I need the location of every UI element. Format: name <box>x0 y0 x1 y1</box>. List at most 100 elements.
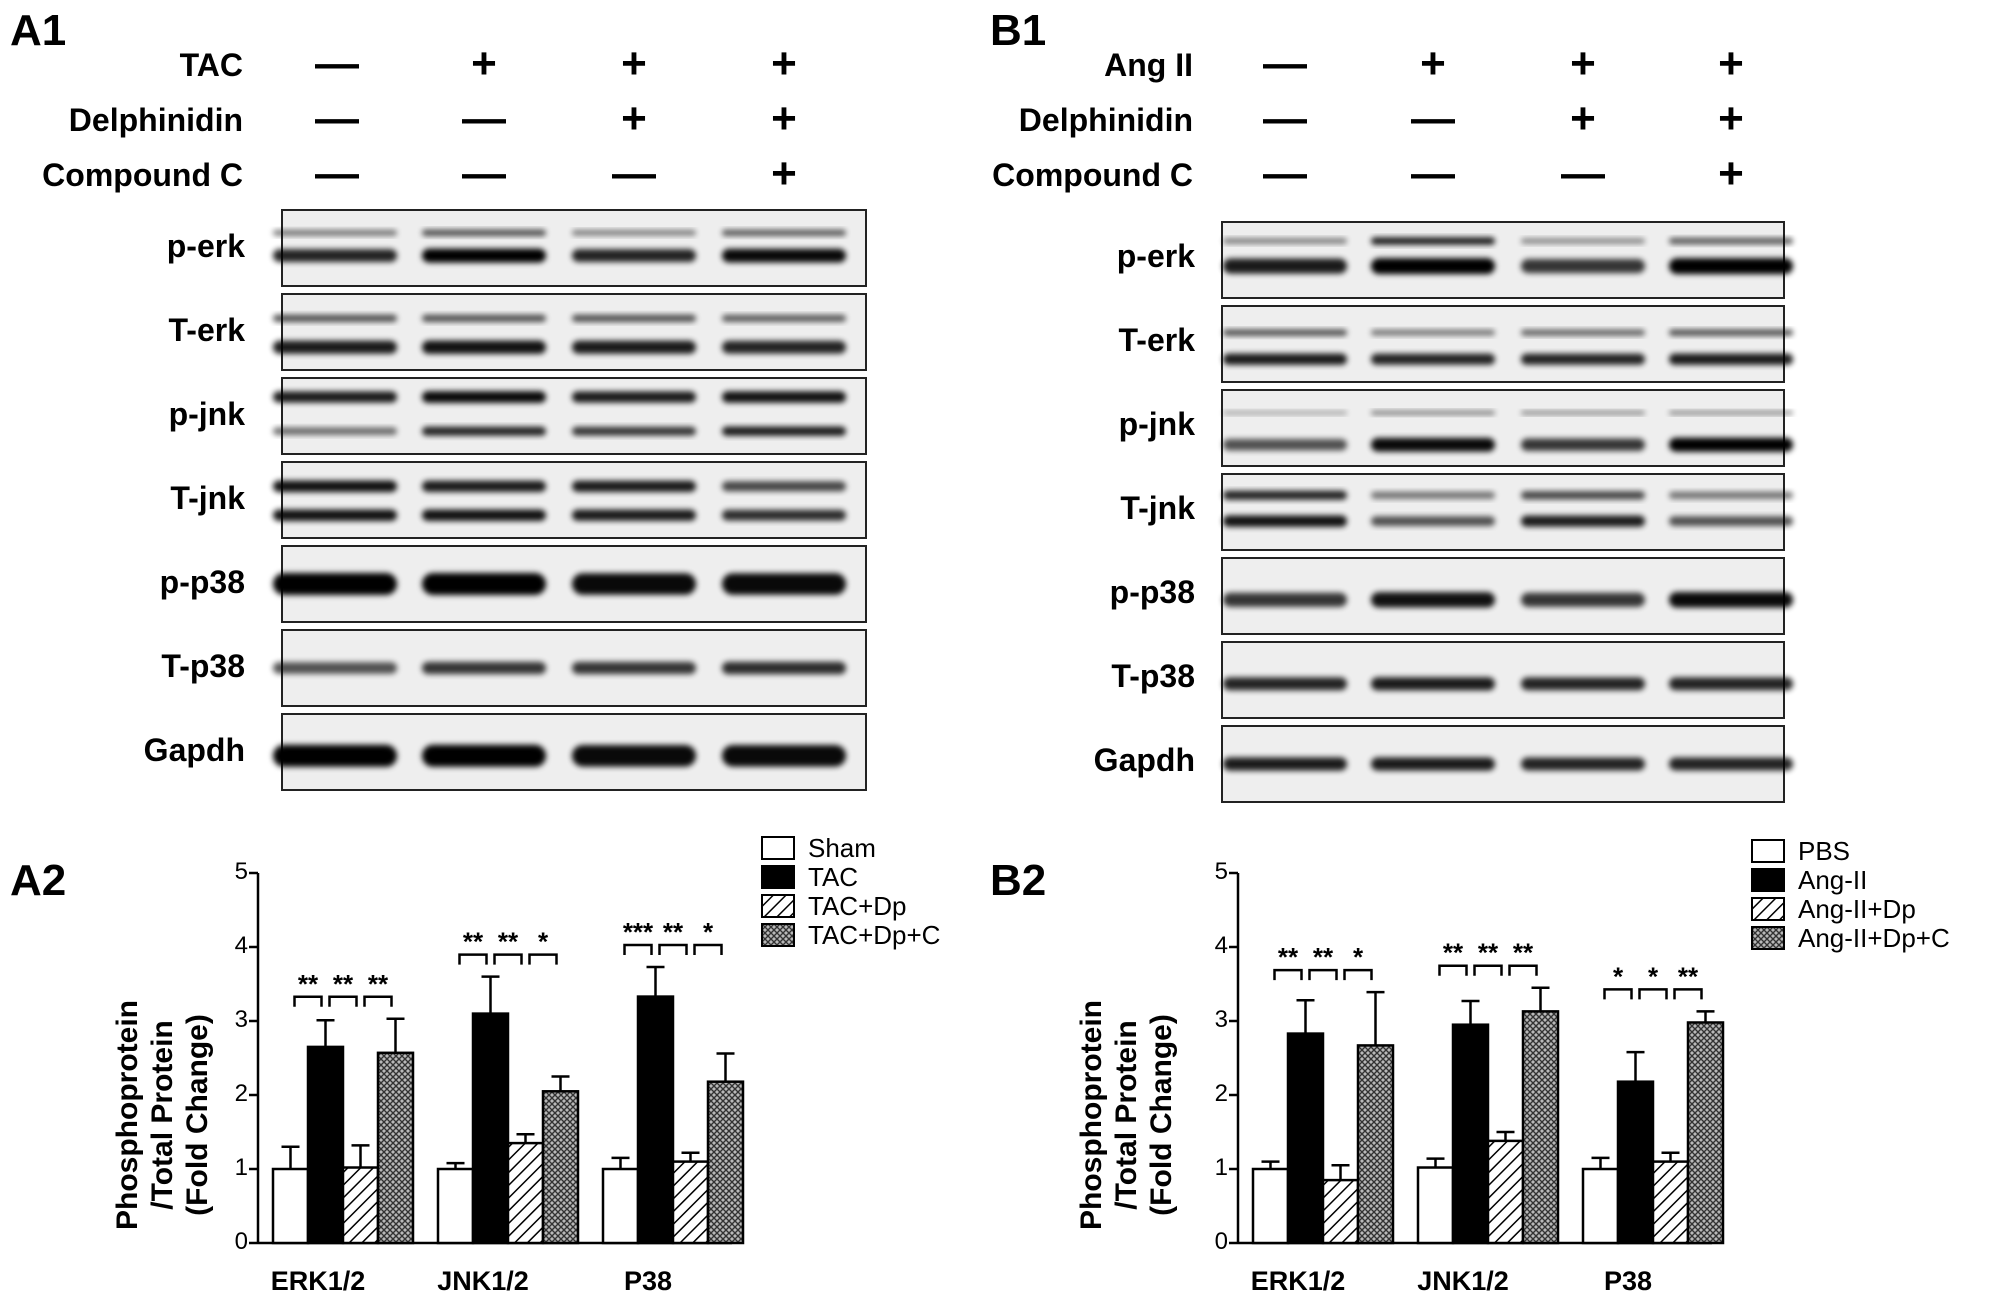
chart-b2-legend-label: Ang-II+Dp+C <box>1798 923 1950 953</box>
chart-a2-category-label: ERK1/2 <box>271 1266 366 1296</box>
blot-a-sign: — <box>462 94 506 143</box>
blot-b-band <box>1371 437 1495 452</box>
blot-b-band-label: Gapdh <box>1094 742 1195 778</box>
blot-a-band <box>273 427 397 435</box>
blot-a-band-label: T-erk <box>169 312 246 348</box>
chart-a2-category-label: JNK1/2 <box>437 1266 529 1296</box>
blot-b-band <box>1521 677 1645 691</box>
blot-a-band-label: p-erk <box>167 228 245 264</box>
chart-a2-legend: Sham TAC TAC+Dp TAC+Dp+C <box>761 833 940 950</box>
chart-b2-sig-bracket <box>1473 964 1503 976</box>
chart-b2-category-labels: ERK1/2 JNK1/2 P38 <box>1251 1266 1652 1296</box>
blot-a-sign: + <box>471 39 497 88</box>
blot-b-strip-frame <box>1221 305 1785 383</box>
chart-b2-bar <box>1486 1139 1525 1245</box>
blot-a-strip <box>273 209 867 287</box>
chart-a2-legend-swatch <box>761 865 795 889</box>
blot-a-band <box>572 573 696 595</box>
blot-b-band <box>1371 329 1495 336</box>
blot-b-band <box>1669 677 1793 691</box>
blot-a-band <box>572 745 696 767</box>
blot-a-band <box>572 426 696 436</box>
chart-a2-bar <box>271 1167 310 1245</box>
chart-a2-ylabel-line: (Fold Change) <box>181 1014 214 1216</box>
blot-a-band <box>572 391 696 403</box>
blot-b-sign: — <box>1263 94 1307 143</box>
chart-a2-sig-bracket <box>458 953 488 965</box>
chart-a2-sig-bracket <box>493 953 523 965</box>
blot-b-band <box>1371 491 1495 499</box>
chart-a2-sig-bracket <box>328 995 358 1007</box>
chart-b2-sig-bracket <box>1673 988 1703 1000</box>
blot-b-sign: + <box>1570 39 1596 88</box>
blot-b-band <box>1669 237 1793 245</box>
blot-b-band <box>1371 410 1495 415</box>
blot-b-strip-frame <box>1221 473 1785 551</box>
blot-a-band <box>572 249 696 263</box>
blot-b-image <box>1221 221 1793 803</box>
chart-b2-ytick-label: 4 <box>1215 932 1228 959</box>
chart-b2-ytick-label: 1 <box>1215 1154 1228 1181</box>
chart-b2-legend: PBS Ang-II Ang-II+Dp Ang-II+Dp+C <box>1751 836 1950 953</box>
blot-a-band <box>722 481 846 492</box>
blot-a-sign: — <box>612 149 656 198</box>
blot-b-band <box>1521 353 1645 365</box>
chart-b2-sig-bracket <box>1308 968 1338 981</box>
chart-b2-ylabel: Phosphoprotein /Total Protein (Fold Chan… <box>1075 1000 1178 1230</box>
blot-b-band <box>1223 592 1347 607</box>
blot-a-condition-label: Compound C <box>42 157 243 193</box>
blot-b-band <box>1521 329 1645 336</box>
chart-b2-ylabel-line: Phosphoprotein <box>1075 1000 1108 1230</box>
blot-a-band-labels: p-erk T-erk p-jnk T-jnk p-p38 T-p38 Gapd… <box>144 228 246 768</box>
chart-a2-ylabel: Phosphoprotein /Total Protein (Fold Chan… <box>111 1000 214 1230</box>
blot-b-band-label: p-p38 <box>1110 574 1195 610</box>
blot-b-conditions: Ang II Delphinidin Compound C — + + + — … <box>992 39 1744 198</box>
chart-b2-sig-label: ** <box>1443 938 1464 968</box>
blot-a-band-label: T-p38 <box>161 648 245 684</box>
blot-b-sign: + <box>1718 149 1744 198</box>
chart-a2-ytick-labels: 0 1 2 3 4 5 <box>235 858 248 1255</box>
blot-a-band <box>722 426 846 436</box>
blot-a-strip <box>273 713 867 791</box>
chart-b2-ylabel-line: /Total Protein <box>1110 1020 1143 1209</box>
chart-a2-sig-label: ** <box>663 917 684 947</box>
blot-a-strip-frame <box>281 209 867 287</box>
blot-a-band <box>273 573 397 595</box>
blot-b-band <box>1371 757 1495 771</box>
blot-b-band <box>1521 259 1645 274</box>
blot-b-band-labels: p-erk T-erk p-jnk T-jnk p-p38 T-p38 Gapd… <box>1094 238 1196 778</box>
chart-b2-bar <box>1451 1023 1490 1245</box>
blot-b-sign: — <box>1411 149 1455 198</box>
chart-a2-bar <box>471 1012 510 1245</box>
blot-b-band <box>1521 410 1645 415</box>
blot-a-conditions: TAC Delphinidin Compound C — + + + — — +… <box>42 39 797 198</box>
chart-a2-bar <box>601 1167 640 1245</box>
blot-a-band <box>422 426 546 436</box>
chart-a2-ytick-label: 3 <box>235 1006 248 1033</box>
chart-b2-bar <box>1616 1080 1655 1245</box>
chart-b2-sig-label: * <box>1613 961 1624 991</box>
blot-a-band <box>422 744 546 767</box>
blot-a-strip <box>273 629 867 707</box>
chart-b2-sig-label: ** <box>1313 942 1334 972</box>
blot-b-sign: — <box>1561 149 1605 198</box>
blot-b-band <box>1371 677 1495 691</box>
blot-b-band <box>1669 410 1793 415</box>
chart-a2-ylabel-line: /Total Protein <box>146 1020 179 1209</box>
blot-a-strip-frame <box>281 293 867 371</box>
blot-b-band <box>1521 592 1645 607</box>
blot-a-band <box>422 391 546 403</box>
chart-a2-sig-label: ** <box>463 927 484 957</box>
blot-a-band <box>572 509 696 521</box>
chart-a2-sig-bracket <box>623 943 653 955</box>
chart-a2-sig-label: * <box>703 917 714 947</box>
chart-a2-sig-label: ** <box>298 969 319 999</box>
chart-b2-sig-bracket <box>1603 988 1633 1000</box>
chart-a2-bar <box>506 1141 545 1245</box>
blot-a-band <box>422 229 546 237</box>
chart-b2-legend-swatch <box>1751 868 1785 892</box>
chart-a2-ytick-label: 2 <box>235 1080 248 1107</box>
blot-b-band <box>1521 438 1645 451</box>
blot-a-band <box>572 480 696 492</box>
panel-label-a2: A2 <box>10 856 66 905</box>
